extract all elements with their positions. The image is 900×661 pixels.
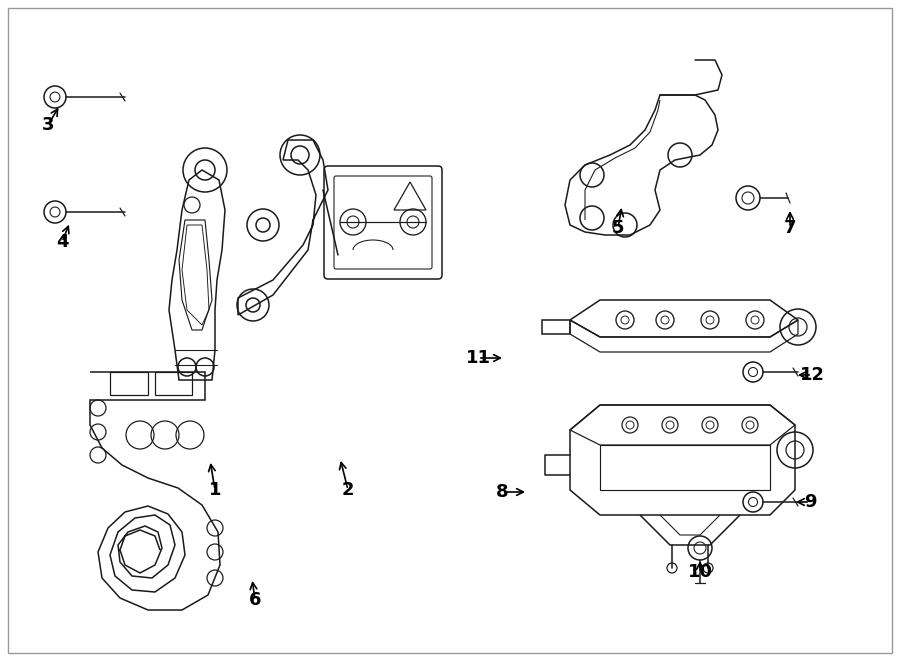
Text: 1: 1 xyxy=(209,481,221,499)
Text: 9: 9 xyxy=(804,493,816,511)
Text: 8: 8 xyxy=(496,483,508,501)
Text: 3: 3 xyxy=(41,116,54,134)
Text: 11: 11 xyxy=(465,349,491,367)
Text: 6: 6 xyxy=(248,591,261,609)
Text: 2: 2 xyxy=(342,481,355,499)
Text: 12: 12 xyxy=(799,366,824,384)
Text: 4: 4 xyxy=(56,233,68,251)
Text: 7: 7 xyxy=(784,219,796,237)
Text: 5: 5 xyxy=(612,219,625,237)
Text: 10: 10 xyxy=(688,563,713,581)
